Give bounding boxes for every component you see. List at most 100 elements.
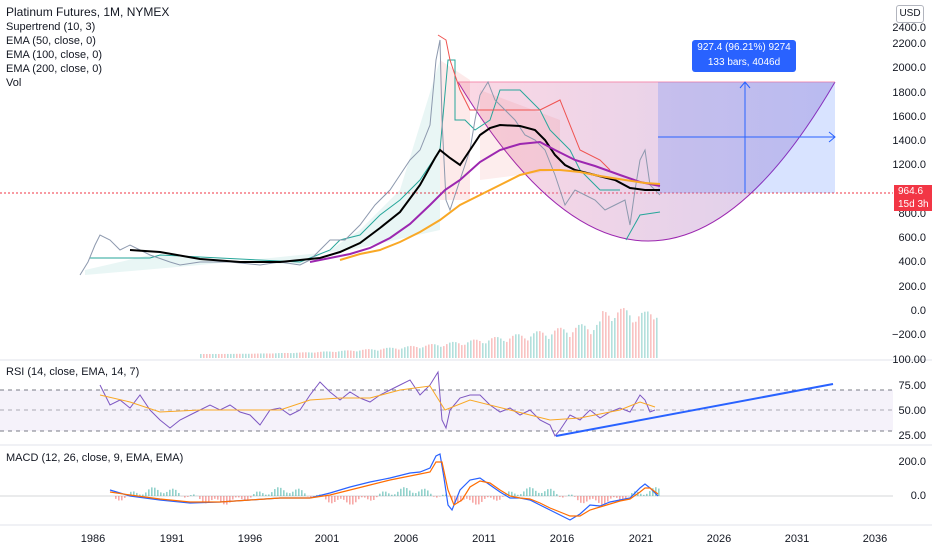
macd-histogram-bar bbox=[409, 490, 411, 496]
macd-histogram-bar bbox=[292, 491, 294, 496]
macd-histogram-bar bbox=[622, 496, 624, 501]
macd-histogram-bar bbox=[619, 496, 621, 500]
volume-bar bbox=[449, 342, 451, 358]
volume-bar bbox=[530, 336, 532, 358]
macd-histogram-bar bbox=[484, 496, 486, 499]
macd-histogram-bar bbox=[220, 496, 222, 503]
macd-histogram-bar bbox=[496, 496, 498, 501]
volume-bar bbox=[509, 338, 511, 358]
volume-bar bbox=[560, 327, 562, 358]
macd-histogram-bar bbox=[364, 496, 366, 498]
volume-bar bbox=[236, 353, 238, 358]
price-tick: 1800.0 bbox=[892, 87, 926, 99]
time-tick: 2006 bbox=[393, 533, 419, 545]
volume-bar bbox=[284, 352, 286, 358]
volume-bar bbox=[443, 346, 445, 358]
time-tick: 1986 bbox=[80, 533, 106, 545]
macd-histogram-bar bbox=[190, 495, 192, 496]
macd-histogram-bar bbox=[469, 496, 471, 501]
macd-histogram-bar bbox=[154, 487, 156, 496]
macd-histogram-bar bbox=[301, 490, 303, 496]
supertrend-line bbox=[90, 59, 620, 263]
macd-histogram-bar bbox=[478, 496, 480, 505]
volume-bar bbox=[395, 348, 397, 358]
volume-bars bbox=[200, 308, 658, 358]
rsi-legend[interactable]: RSI (14, close, EMA, 14, 7) bbox=[6, 366, 140, 378]
volume-bar bbox=[635, 321, 637, 358]
macd-histogram-bar bbox=[601, 496, 603, 505]
volume-bar bbox=[554, 330, 556, 358]
volume-bar bbox=[221, 353, 223, 358]
volume-bar bbox=[581, 324, 583, 358]
volume-bar bbox=[494, 337, 496, 358]
macd-histogram-bar bbox=[244, 496, 246, 501]
macd-histogram-bar bbox=[253, 494, 255, 496]
volume-bar bbox=[218, 353, 220, 358]
macd-histogram-bar bbox=[562, 496, 564, 498]
legend-ema50[interactable]: EMA (50, close, 0) bbox=[6, 35, 96, 47]
macd-histogram-bar bbox=[490, 496, 492, 498]
macd-histogram-bar bbox=[337, 496, 339, 500]
macd-histogram-bar bbox=[544, 491, 546, 496]
macd-histogram-bar bbox=[532, 488, 534, 496]
legend-supertrend[interactable]: Supertrend (10, 3) bbox=[6, 21, 96, 33]
macd-histogram-bar bbox=[358, 496, 360, 500]
macd-histogram-bar bbox=[499, 496, 501, 500]
volume-bar bbox=[527, 340, 529, 358]
macd-histogram-bar bbox=[214, 496, 216, 499]
macd-histogram-bar bbox=[340, 496, 342, 499]
macd-histogram-bar bbox=[346, 496, 348, 503]
macd-histogram-bar bbox=[580, 496, 582, 503]
volume-bar bbox=[254, 353, 256, 358]
legend-ema200[interactable]: EMA (200, close, 0) bbox=[6, 63, 102, 75]
last-price-tag: 964.6 15d 3h bbox=[894, 185, 932, 211]
chart-title: Platinum Futures, 1M, NYMEX bbox=[6, 5, 170, 19]
price-tick: 1200.0 bbox=[892, 159, 926, 171]
macd-histogram-bar bbox=[520, 494, 522, 496]
macd-histogram-bar bbox=[163, 493, 165, 496]
macd-histogram-bar bbox=[433, 496, 435, 497]
macd-legend[interactable]: MACD (12, 26, close, 9, EMA, EMA) bbox=[6, 452, 184, 464]
volume-bar bbox=[326, 351, 328, 358]
macd-histogram-bar bbox=[130, 491, 132, 496]
macd-histogram-bar bbox=[349, 496, 351, 505]
macd-histogram-bar bbox=[406, 488, 408, 496]
volume-bar bbox=[596, 324, 598, 358]
volume-bar bbox=[299, 352, 301, 358]
price-tick: 800.0 bbox=[898, 208, 926, 220]
macd-histogram-bar bbox=[427, 490, 429, 496]
macd-histogram-bar bbox=[361, 496, 363, 498]
volume-bar bbox=[458, 343, 460, 358]
price-tick: 100.00 bbox=[892, 354, 926, 366]
macd-histogram-bar bbox=[151, 487, 153, 496]
volume-bar bbox=[545, 335, 547, 358]
price-tick: 1600.0 bbox=[892, 111, 926, 123]
volume-bar bbox=[434, 344, 436, 358]
macd-histogram-bar bbox=[124, 496, 126, 498]
legend-vol[interactable]: Vol bbox=[6, 77, 22, 89]
volume-bar bbox=[242, 353, 244, 358]
time-tick: 2026 bbox=[706, 533, 732, 545]
volume-bar bbox=[566, 332, 568, 358]
currency-button[interactable]: USD bbox=[896, 5, 924, 23]
rsi-tick: 50.00 bbox=[898, 405, 926, 417]
macd-histogram-bar bbox=[160, 492, 162, 496]
volume-bar bbox=[437, 345, 439, 358]
price-tick: 600.0 bbox=[898, 232, 926, 244]
volume-bar bbox=[536, 331, 538, 358]
volume-bar bbox=[482, 343, 484, 358]
volume-bar bbox=[269, 353, 271, 358]
volume-bar bbox=[584, 325, 586, 358]
macd-histogram-bar bbox=[298, 488, 300, 496]
macd-histogram-bar bbox=[226, 496, 228, 505]
volume-bar bbox=[542, 332, 544, 358]
volume-bar bbox=[632, 322, 634, 358]
macd-histogram-bar bbox=[286, 492, 288, 496]
volume-bar bbox=[215, 353, 217, 358]
legend-ema100[interactable]: EMA (100, close, 0) bbox=[6, 49, 102, 61]
macd-histogram-bar bbox=[217, 496, 219, 500]
volume-bar bbox=[275, 353, 277, 358]
macd-histogram-bar bbox=[172, 488, 174, 496]
volume-bar bbox=[377, 350, 379, 358]
